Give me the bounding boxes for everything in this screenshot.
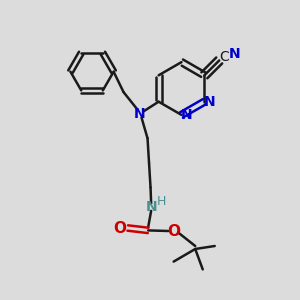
Text: N: N xyxy=(181,108,193,122)
Text: N: N xyxy=(204,95,216,109)
Text: N: N xyxy=(145,200,157,214)
Text: O: O xyxy=(114,220,127,236)
Text: C: C xyxy=(220,50,230,64)
Text: H: H xyxy=(157,194,166,208)
Text: N: N xyxy=(229,47,241,61)
Text: N: N xyxy=(134,107,146,121)
Text: O: O xyxy=(167,224,180,238)
